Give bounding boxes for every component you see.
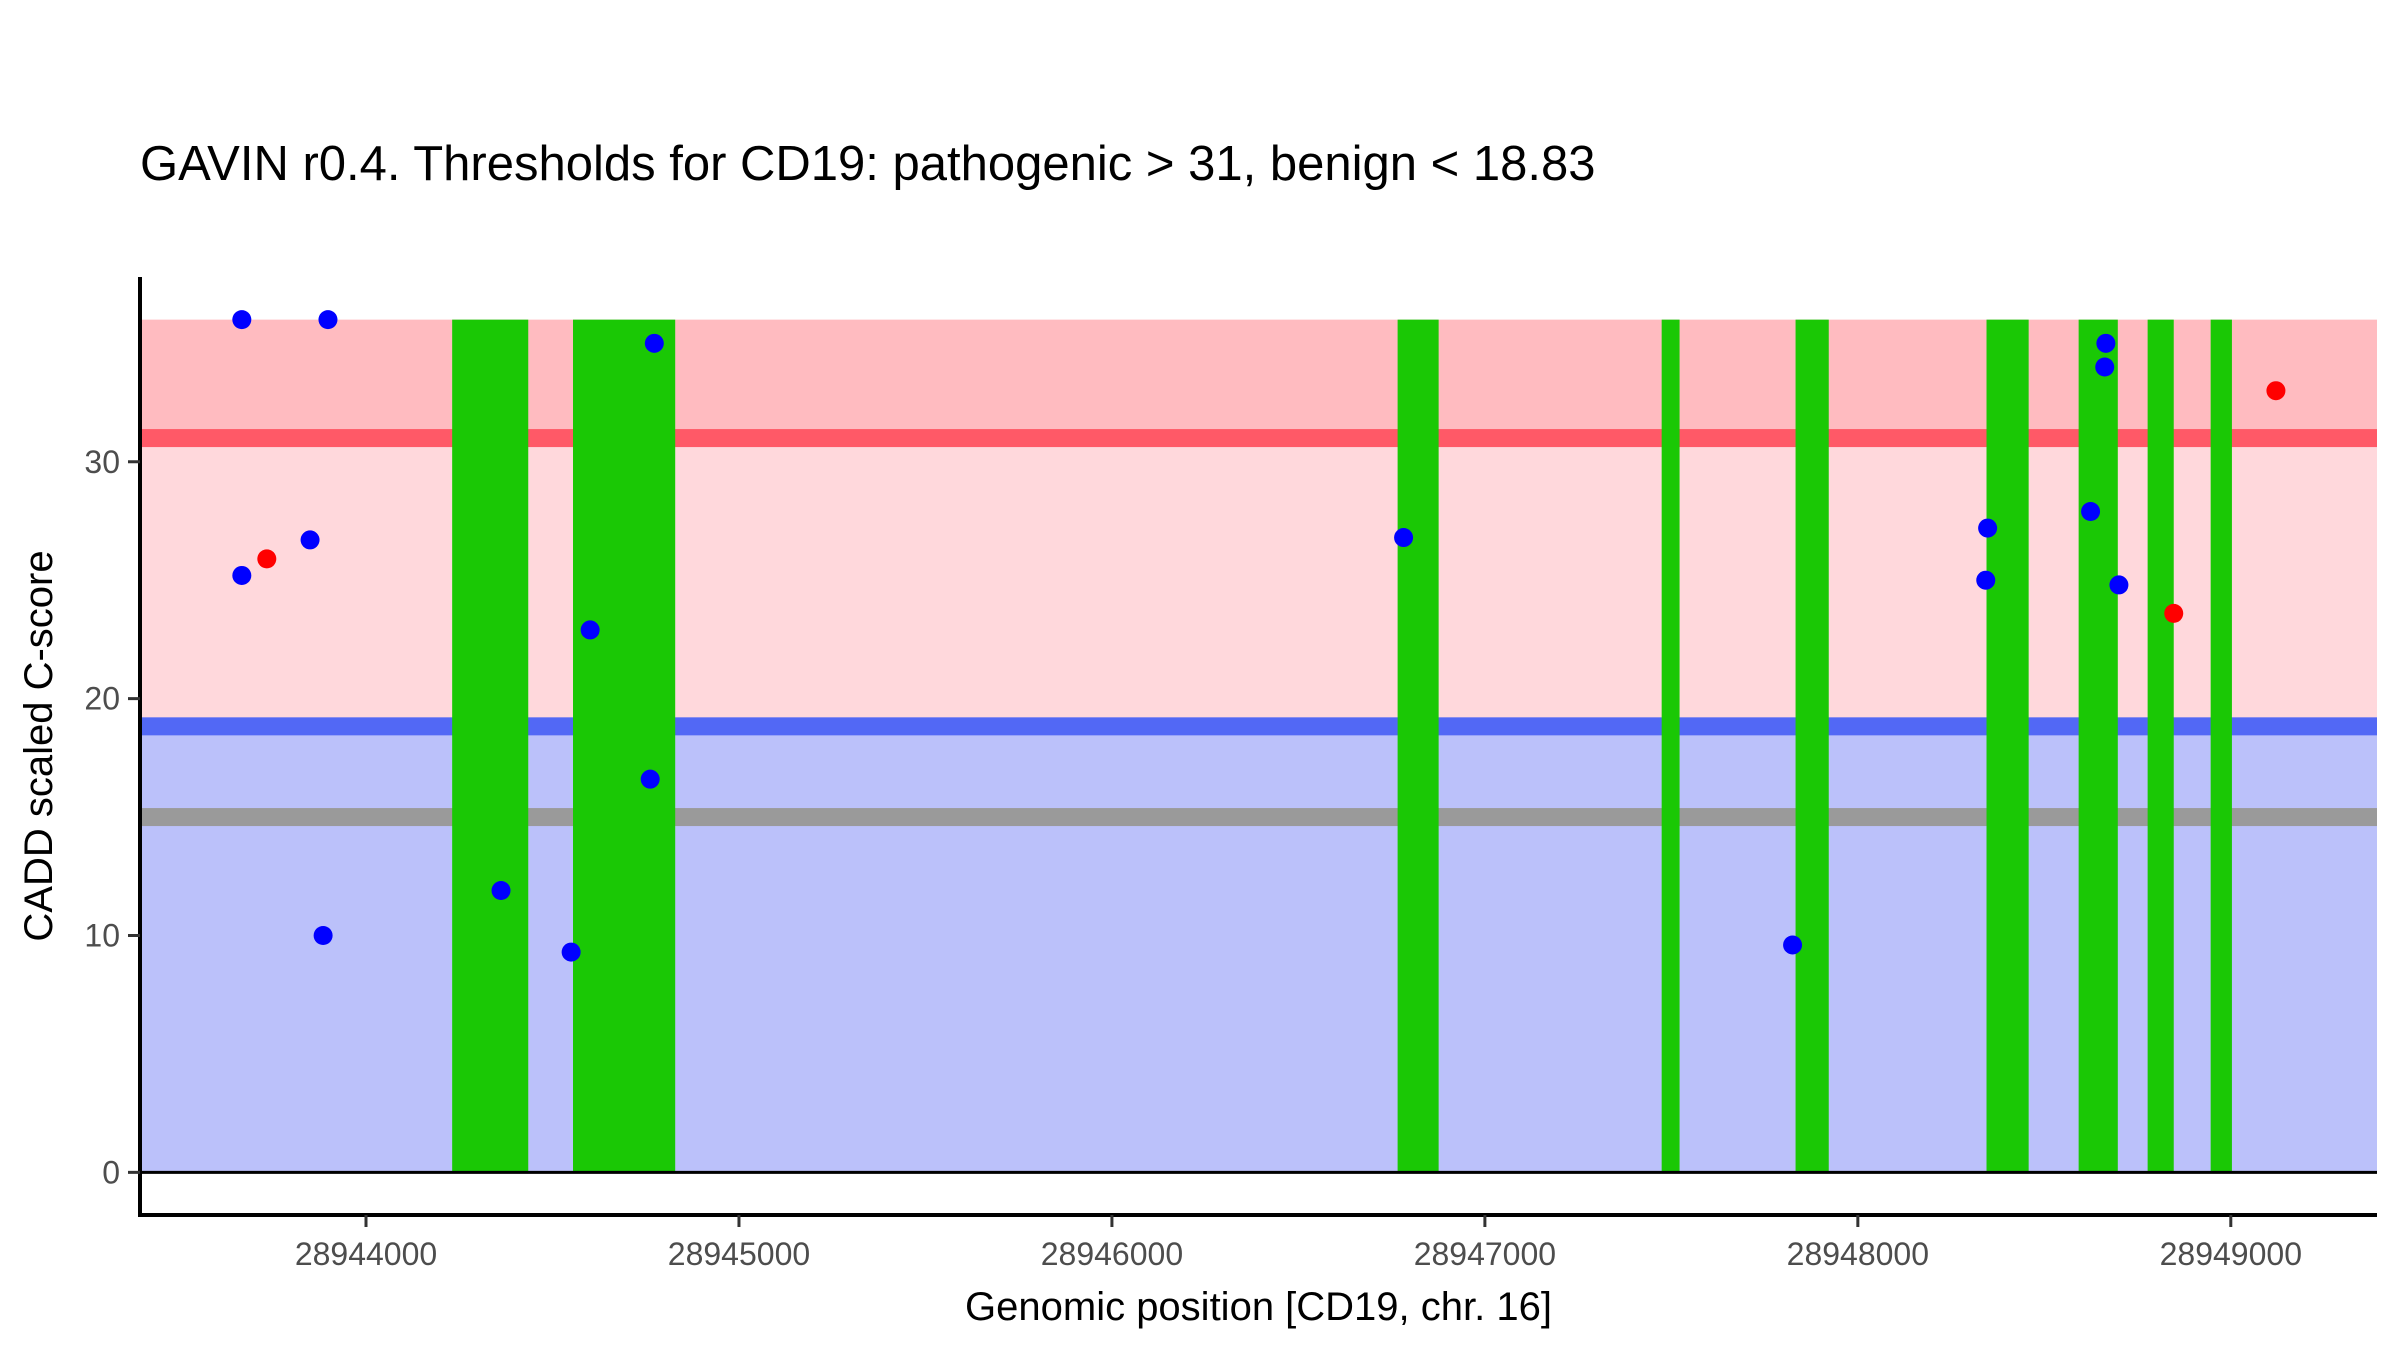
gnomad-point-10 <box>644 333 664 353</box>
x-tick-label-28946000: 28946000 <box>1041 1236 1183 1272</box>
gnomad-point-16 <box>2096 333 2116 353</box>
gnomad-point-7 <box>561 942 581 962</box>
gnomad-point-5 <box>313 925 333 945</box>
x-tick-label-28949000: 28949000 <box>2160 1236 2302 1272</box>
x-tick-label-28948000: 28948000 <box>1787 1236 1929 1272</box>
y-tick-label-30: 30 <box>84 444 120 480</box>
exon-bar-3 <box>1397 319 1439 1173</box>
gnomad-point-13 <box>1978 518 1998 538</box>
clinvar-point-1 <box>257 549 277 569</box>
exon-bar-7 <box>2078 319 2118 1173</box>
x-tick-label-28945000: 28945000 <box>668 1236 810 1272</box>
gnomad-point-14 <box>1976 570 1996 590</box>
gnomad-point-17 <box>2095 357 2115 377</box>
exon-bar-6 <box>1986 319 2029 1173</box>
exon-bar-2 <box>573 319 676 1173</box>
gnomad-point-2 <box>318 310 338 330</box>
y-tick-label-0: 0 <box>102 1154 120 1190</box>
gnomad-point-8 <box>580 620 600 640</box>
y-tick-label-20: 20 <box>84 681 120 717</box>
gnomad-point-9 <box>640 769 660 789</box>
gnomad-point-4 <box>232 565 252 585</box>
exon-bar-5 <box>1795 319 1829 1173</box>
x-tick-label-28944000: 28944000 <box>295 1236 437 1272</box>
exon-bars <box>452 319 2232 1173</box>
exon-bar-9 <box>2210 319 2232 1173</box>
y-tick-label-10: 10 <box>84 917 120 953</box>
y-axis-title: CADD scaled C-score <box>17 550 61 941</box>
gnomad-point-3 <box>300 530 320 550</box>
clinvar-point-2 <box>2164 603 2184 623</box>
data-points <box>232 310 2286 962</box>
title-line-1: GAVIN r0.4. Thresholds for CD19: pathoge… <box>140 137 1596 191</box>
exon-bar-4 <box>1661 319 1680 1173</box>
gnomad-point-6 <box>491 880 511 900</box>
gnomad-point-12 <box>1783 935 1803 955</box>
x-axis-title: Genomic position [CD19, chr. 16] <box>965 1285 1552 1329</box>
gnomad-point-15 <box>2081 502 2101 521</box>
x-tick-label-28947000: 28947000 <box>1414 1236 1556 1272</box>
exon-bar-1 <box>452 319 529 1173</box>
axes: 0 10 20 30 28944000 28945000 28946000 28947000 2… <box>84 277 2377 1272</box>
gnomad-point-18 <box>2109 575 2129 595</box>
gnomad-point-1 <box>232 310 252 330</box>
clinvar-point-3 <box>2266 381 2286 401</box>
gnomad-point-11 <box>1394 528 1414 548</box>
exon-bar-8 <box>2147 319 2174 1173</box>
